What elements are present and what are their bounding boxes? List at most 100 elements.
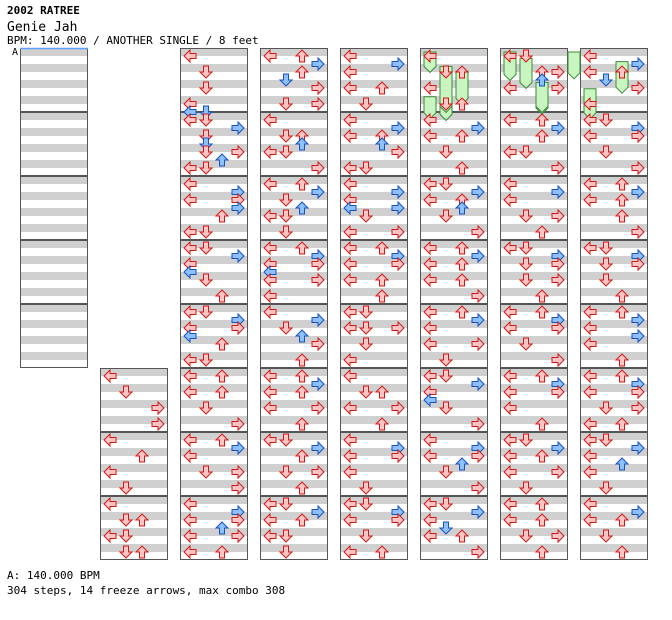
- beat-band: [20, 240, 88, 248]
- step-arrow: [391, 320, 405, 336]
- step-arrow: [183, 448, 197, 464]
- step-arrow: [423, 272, 437, 288]
- beat-band: [420, 400, 488, 408]
- beat-band: [180, 288, 248, 296]
- step-arrow: [503, 464, 517, 480]
- step-arrow: [343, 432, 357, 448]
- beat-band: [340, 416, 408, 424]
- step-arrow: [454, 65, 470, 79]
- song-title: Genie Jah: [7, 20, 78, 35]
- beat-band: [500, 80, 568, 88]
- step-arrow: [438, 145, 454, 159]
- step-arrow: [583, 320, 597, 336]
- measure-border: [180, 496, 248, 560]
- step-arrow: [343, 256, 357, 272]
- beat-band: [340, 432, 408, 440]
- step-arrow: [343, 448, 357, 464]
- measure-border: [260, 176, 328, 240]
- step-arrow: [263, 368, 277, 384]
- step-arrow: [183, 512, 197, 528]
- beat-band: [580, 48, 648, 56]
- step-arrow: [183, 544, 197, 560]
- step-arrow: [551, 184, 565, 200]
- measure-border: [500, 240, 568, 304]
- step-arrow: [518, 433, 534, 447]
- step-arrow: [311, 504, 325, 520]
- step-arrow: [503, 304, 517, 320]
- step-arrow: [391, 448, 405, 464]
- beat-band: [260, 368, 328, 376]
- beat-band: [180, 352, 248, 360]
- beat-band: [580, 272, 648, 280]
- step-arrow: [391, 224, 405, 240]
- beat-band: [180, 496, 248, 504]
- measure-border: [500, 304, 568, 368]
- measure-border: [180, 368, 248, 432]
- beat-band: [260, 272, 328, 280]
- measure-border: [580, 304, 648, 368]
- step-arrow: [438, 65, 454, 79]
- measure-border: [260, 304, 328, 368]
- step-arrow: [183, 224, 197, 240]
- step-arrow: [343, 272, 357, 288]
- step-arrow: [631, 80, 645, 96]
- step-arrow: [438, 97, 454, 111]
- step-arrow: [391, 200, 405, 216]
- step-arrow: [198, 113, 214, 127]
- step-arrow: [614, 209, 630, 223]
- measure-border: [420, 368, 488, 432]
- beat-band: [260, 96, 328, 104]
- beat-band: [260, 80, 328, 88]
- beat-band: [420, 224, 488, 232]
- step-arrow: [454, 273, 470, 287]
- beat-band: [340, 368, 408, 376]
- step-arrow: [311, 464, 325, 480]
- step-arrow: [598, 145, 614, 159]
- beat-band: [20, 80, 88, 88]
- beat-band: [340, 240, 408, 248]
- step-arrow: [551, 528, 565, 544]
- beat-band: [180, 256, 248, 264]
- measure-border: [100, 368, 168, 432]
- step-arrow: [214, 289, 230, 303]
- beat-band: [340, 96, 408, 104]
- beat-band: [500, 64, 568, 72]
- step-arrow: [598, 257, 614, 271]
- beat-band: [500, 288, 568, 296]
- beat-band: [500, 480, 568, 488]
- measure-border: [340, 112, 408, 176]
- step-arrow: [343, 240, 357, 256]
- step-arrow: [343, 160, 357, 176]
- step-arrow: [183, 192, 197, 208]
- measure-border: [500, 176, 568, 240]
- step-arrow: [598, 273, 614, 287]
- step-arrow: [614, 289, 630, 303]
- beat-band: [420, 496, 488, 504]
- beat-band: [580, 192, 648, 200]
- freeze-arrow: [519, 57, 533, 90]
- step-arrow: [311, 256, 325, 272]
- step-arrow: [263, 304, 277, 320]
- beat-band: [20, 128, 88, 136]
- step-arrow: [263, 432, 277, 448]
- beat-band: [180, 480, 248, 488]
- beat-band: [20, 48, 88, 56]
- step-arrow: [471, 480, 485, 496]
- beat-band: [340, 512, 408, 520]
- beat-band: [420, 304, 488, 312]
- measure-border: [340, 368, 408, 432]
- step-arrow: [503, 112, 517, 128]
- step-arrow: [198, 305, 214, 319]
- step-arrow: [614, 545, 630, 559]
- step-arrow: [614, 177, 630, 191]
- beat-band: [580, 160, 648, 168]
- beat-band: [260, 496, 328, 504]
- step-arrow: [263, 496, 277, 512]
- beat-band: [340, 192, 408, 200]
- step-arrow: [583, 128, 597, 144]
- step-arrow: [454, 529, 470, 543]
- step-arrow: [374, 545, 390, 559]
- step-arrow: [358, 529, 374, 543]
- step-arrow: [198, 161, 214, 175]
